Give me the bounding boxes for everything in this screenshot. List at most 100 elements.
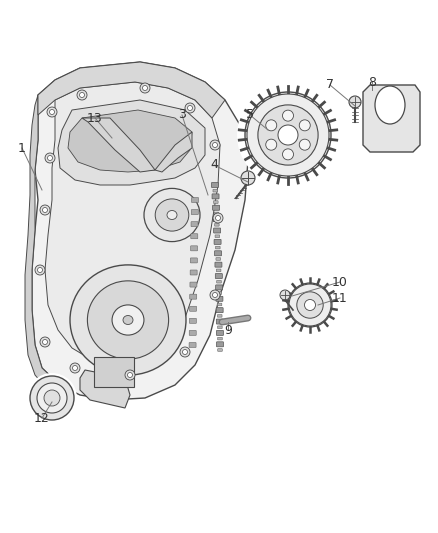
- Circle shape: [38, 268, 42, 272]
- Text: 5: 5: [246, 109, 254, 122]
- Ellipse shape: [112, 305, 144, 335]
- Polygon shape: [58, 100, 205, 185]
- Polygon shape: [363, 85, 420, 152]
- FancyBboxPatch shape: [94, 357, 134, 387]
- Polygon shape: [38, 62, 225, 118]
- Circle shape: [127, 373, 133, 377]
- FancyBboxPatch shape: [217, 303, 222, 306]
- FancyBboxPatch shape: [215, 223, 219, 226]
- Circle shape: [37, 383, 67, 413]
- FancyBboxPatch shape: [216, 319, 223, 324]
- FancyBboxPatch shape: [191, 209, 198, 215]
- FancyBboxPatch shape: [217, 314, 222, 317]
- Circle shape: [70, 363, 80, 373]
- FancyBboxPatch shape: [214, 239, 221, 245]
- Text: 10: 10: [332, 276, 348, 288]
- Circle shape: [299, 120, 310, 131]
- Circle shape: [47, 107, 57, 117]
- FancyBboxPatch shape: [190, 294, 197, 299]
- FancyBboxPatch shape: [216, 308, 223, 313]
- Ellipse shape: [167, 211, 177, 220]
- Circle shape: [282, 277, 338, 333]
- Circle shape: [212, 142, 218, 148]
- FancyBboxPatch shape: [191, 246, 198, 251]
- Text: 12: 12: [34, 411, 50, 424]
- FancyBboxPatch shape: [214, 212, 219, 215]
- Circle shape: [213, 213, 223, 223]
- Text: 13: 13: [87, 111, 103, 125]
- Text: 3: 3: [178, 109, 186, 122]
- Circle shape: [35, 265, 45, 275]
- Circle shape: [278, 125, 298, 145]
- Circle shape: [183, 350, 187, 354]
- Circle shape: [212, 293, 218, 297]
- Circle shape: [140, 83, 150, 93]
- FancyBboxPatch shape: [212, 182, 219, 188]
- Circle shape: [187, 106, 192, 110]
- FancyBboxPatch shape: [189, 318, 196, 324]
- Text: 11: 11: [332, 292, 348, 304]
- FancyBboxPatch shape: [189, 330, 196, 335]
- Ellipse shape: [375, 86, 405, 124]
- FancyBboxPatch shape: [216, 296, 223, 301]
- FancyBboxPatch shape: [217, 292, 222, 294]
- Polygon shape: [32, 62, 248, 400]
- Circle shape: [42, 207, 47, 213]
- Polygon shape: [82, 118, 155, 172]
- FancyBboxPatch shape: [214, 228, 221, 233]
- Circle shape: [47, 156, 53, 160]
- FancyBboxPatch shape: [191, 258, 198, 263]
- Circle shape: [40, 205, 50, 215]
- FancyBboxPatch shape: [191, 222, 198, 227]
- FancyBboxPatch shape: [215, 246, 220, 249]
- Circle shape: [280, 290, 290, 300]
- Ellipse shape: [155, 199, 189, 231]
- Ellipse shape: [70, 265, 186, 375]
- FancyBboxPatch shape: [190, 270, 197, 275]
- Circle shape: [77, 90, 87, 100]
- FancyBboxPatch shape: [190, 282, 197, 287]
- Circle shape: [349, 96, 361, 108]
- Circle shape: [304, 300, 315, 311]
- Circle shape: [266, 120, 277, 131]
- FancyBboxPatch shape: [215, 273, 223, 279]
- Circle shape: [180, 347, 190, 357]
- FancyBboxPatch shape: [189, 343, 196, 348]
- Text: 4: 4: [210, 158, 218, 172]
- Ellipse shape: [88, 281, 169, 359]
- FancyBboxPatch shape: [191, 234, 198, 239]
- Circle shape: [288, 283, 332, 327]
- FancyBboxPatch shape: [216, 342, 223, 347]
- FancyBboxPatch shape: [212, 205, 219, 210]
- Circle shape: [185, 103, 195, 113]
- Circle shape: [45, 153, 55, 163]
- Circle shape: [44, 390, 60, 406]
- Circle shape: [27, 373, 77, 423]
- Circle shape: [125, 370, 135, 380]
- FancyBboxPatch shape: [216, 257, 221, 260]
- Polygon shape: [25, 95, 60, 390]
- Circle shape: [283, 149, 293, 160]
- FancyBboxPatch shape: [213, 216, 220, 222]
- FancyBboxPatch shape: [213, 189, 218, 192]
- Circle shape: [297, 292, 323, 318]
- FancyBboxPatch shape: [218, 326, 222, 328]
- FancyBboxPatch shape: [212, 194, 219, 199]
- FancyBboxPatch shape: [216, 330, 223, 335]
- Polygon shape: [68, 110, 192, 172]
- Circle shape: [237, 84, 339, 186]
- Circle shape: [258, 105, 318, 165]
- Circle shape: [73, 366, 78, 370]
- Text: 7: 7: [326, 78, 334, 92]
- Circle shape: [210, 140, 220, 150]
- FancyBboxPatch shape: [216, 269, 221, 272]
- Polygon shape: [80, 370, 130, 408]
- Circle shape: [241, 171, 255, 185]
- Circle shape: [247, 94, 329, 176]
- Circle shape: [245, 92, 331, 178]
- Circle shape: [266, 139, 277, 150]
- FancyBboxPatch shape: [191, 198, 198, 203]
- FancyBboxPatch shape: [213, 201, 218, 204]
- Text: 8: 8: [368, 76, 376, 88]
- Circle shape: [40, 337, 50, 347]
